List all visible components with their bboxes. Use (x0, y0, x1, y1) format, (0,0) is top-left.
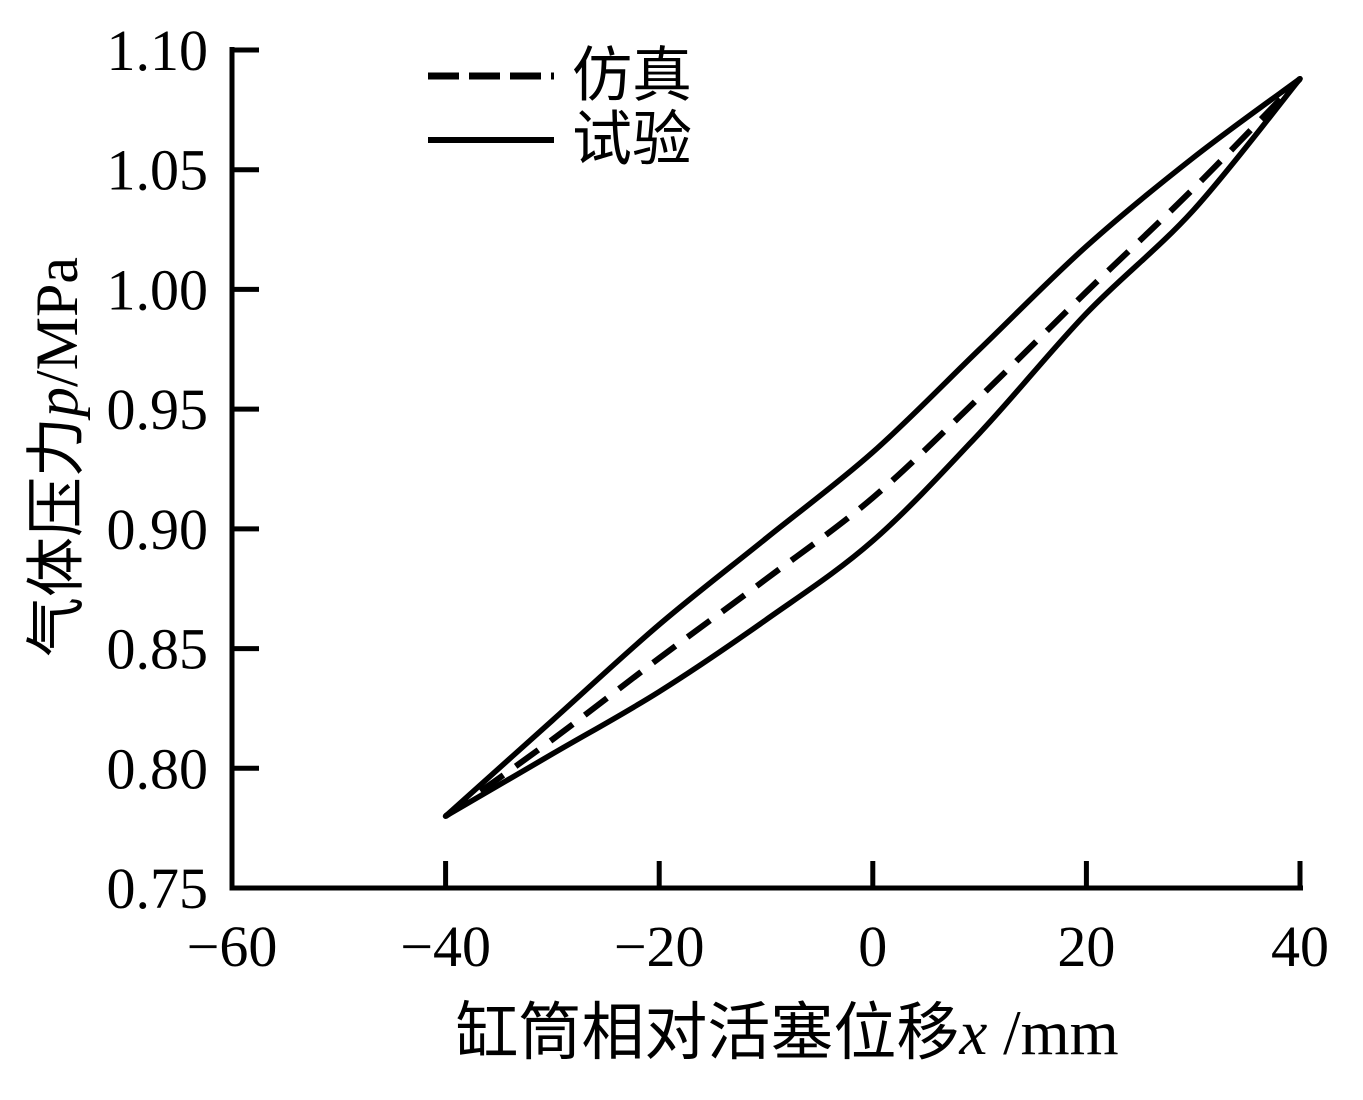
x-tick-label: 40 (1271, 914, 1329, 979)
simulation-dashed-curve (443, 76, 1303, 819)
experiment-loop-upper-curve (442, 75, 1303, 819)
x-axis-title: 缸筒相对活塞位移x /mm (455, 1000, 1118, 1066)
experiment-loop-lower-curve (442, 75, 1303, 819)
y-tick-label: 0.80 (107, 736, 209, 801)
legend-item-experiment: 试验 (427, 108, 692, 172)
y-tick-label: 1.00 (107, 257, 209, 322)
x-axis-title-text: 缸筒相对活塞位移 (455, 998, 960, 1068)
x-tick-label: 20 (1057, 914, 1115, 979)
x-tick-label: 0 (858, 914, 887, 979)
y-tick-label: 0.90 (107, 497, 209, 562)
x-axis-title-variable: x (959, 998, 988, 1068)
y-axis-title-unit: /MPa (24, 256, 90, 388)
y-tick-label: 0.85 (107, 617, 209, 682)
x-tick-label: −40 (400, 914, 491, 979)
y-tick-label: 1.05 (107, 138, 209, 203)
y-tick-label: 0.95 (107, 377, 209, 442)
y-tick-label: 0.75 (107, 856, 209, 921)
y-axis-title-text: 气体压力 (24, 417, 90, 658)
legend: 仿真 试验 (427, 44, 692, 172)
legend-label-experiment: 试验 (572, 107, 692, 173)
dashed-line-sample-icon (428, 72, 554, 80)
legend-item-simulation: 仿真 (427, 44, 692, 108)
y-axis-title: 气体压力p/MPa (24, 256, 90, 658)
legend-label-simulation: 仿真 (572, 43, 692, 109)
x-tick-label: −20 (614, 914, 705, 979)
solid-line-sample-icon (428, 137, 554, 143)
y-axis-title-variable: p (24, 387, 90, 418)
y-tick-label: 1.10 (107, 18, 209, 83)
x-axis-title-unit: /mm (987, 998, 1119, 1068)
x-tick-label: −60 (187, 914, 278, 979)
